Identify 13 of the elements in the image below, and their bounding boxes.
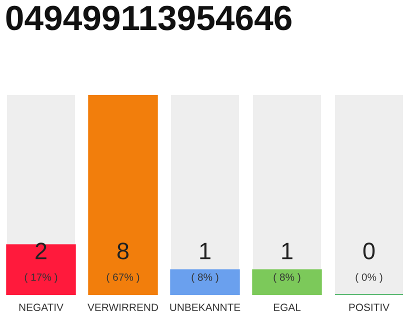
x-tick-label: VERWIRREND: [88, 304, 158, 311]
data-label: 0 ( 0% ): [356, 242, 382, 283]
chart-title: 049499113954646: [6, 6, 292, 30]
x-tick-label: UNBEKANNTE: [170, 304, 240, 312]
data-label: 1 ( 8% ): [274, 242, 300, 283]
data-label: 2 ( 17% ): [24, 242, 58, 283]
bar: [170, 269, 240, 296]
x-tick-label: EGAL: [274, 304, 301, 312]
data-label: 1 ( 8% ): [192, 242, 218, 283]
bar: [252, 269, 322, 296]
x-tick-label: NEGATIV: [19, 304, 64, 312]
data-label: 8 ( 67% ): [106, 242, 140, 283]
x-tick-label: POSITIV: [349, 304, 390, 312]
